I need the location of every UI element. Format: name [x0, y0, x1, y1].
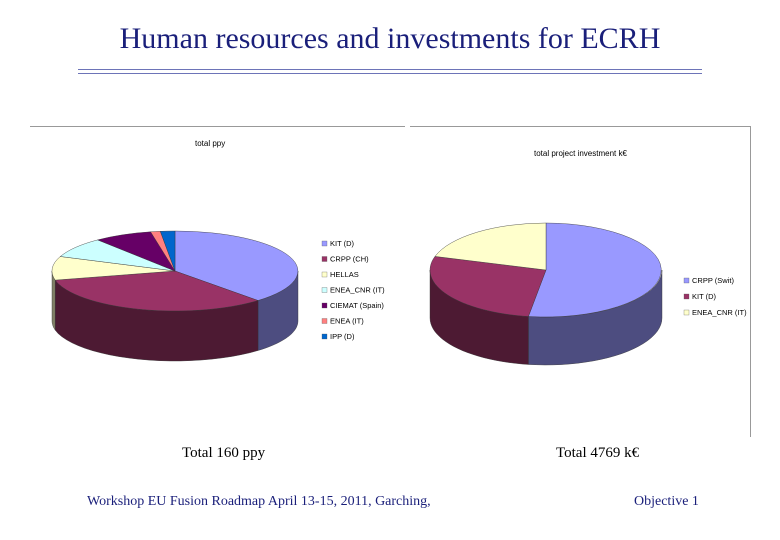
- legend-label-0-0: KIT (D): [330, 239, 355, 248]
- legend-swatch-1-1: [683, 293, 690, 300]
- legend-label-0-1: CRPP (CH): [330, 255, 369, 264]
- pie-chart-ppy: total ppy KIT (D) CRPP (CH) HELLAS ENEA_CNR …: [51, 139, 385, 362]
- legend-label-0-5: ENEA (IT): [330, 317, 364, 326]
- chart-ppy: total ppy KIT (D) CRPP (CH) HELLAS ENEA_CNR …: [30, 126, 405, 432]
- legend-label-0-3: ENEA_CNR (IT): [330, 286, 385, 295]
- pie-slices: [429, 222, 663, 366]
- slide-title: Human resources and investments for ECRH: [119, 22, 661, 55]
- pie-slice-0-1: [54, 270, 259, 312]
- chart-legend-1: CRPP (Swit) KIT (D) ENEA_CNR (IT): [683, 276, 747, 317]
- pie-slice-0-6: [160, 230, 176, 272]
- footer-event: Workshop EU Fusion Roadmap April 13-15, …: [87, 494, 431, 509]
- legend-label-1-0: CRPP (Swit): [692, 276, 734, 285]
- pie-slice-1-2: [434, 222, 547, 271]
- legend-label-0-2: HELLAS: [330, 270, 359, 279]
- legend-swatch-1-2: [683, 309, 690, 316]
- legend-label-1-1: KIT (D): [692, 292, 717, 301]
- title-divider: [78, 69, 702, 74]
- legend-label-0-4: CIEMAT (Spain): [330, 301, 384, 310]
- legend-swatch-0-3: [321, 287, 328, 293]
- pie-slice-1-0: [528, 222, 662, 318]
- chart-investment: total project investment k€ CRPP (Swit) KI…: [410, 126, 751, 437]
- caption-investment: Total 4769 k€: [556, 445, 640, 461]
- legend-label-0-6: IPP (D): [330, 332, 355, 341]
- pie-chart-investment: total project investment k€ CRPP (Swit) KI…: [429, 149, 747, 366]
- footer-objective: Objective 1: [634, 494, 699, 509]
- legend-label-1-2: ENEA_CNR (IT): [692, 308, 747, 317]
- legend-swatch-0-6: [321, 333, 328, 340]
- caption-ppy: Total 160 ppy: [182, 445, 266, 461]
- chart-title-1: total project investment k€: [534, 149, 627, 158]
- pie-slices: [51, 230, 299, 362]
- legend-swatch-0-5: [321, 318, 328, 324]
- legend-swatch-0-1: [321, 256, 328, 262]
- pie-slice-1-1: [429, 256, 547, 317]
- legend-swatch-0-0: [321, 240, 328, 247]
- legend-swatch-1-0: [683, 277, 690, 284]
- pie-side-0-2: [51, 271, 56, 331]
- chart-title-0: total ppy: [195, 139, 225, 148]
- pie-slice-0-0: [174, 230, 299, 301]
- legend-swatch-0-2: [321, 271, 328, 278]
- chart-legend-0: KIT (D) CRPP (CH) HELLAS ENEA_CNR (IT) CIEMA…: [321, 239, 385, 341]
- legend-swatch-0-4: [321, 302, 328, 309]
